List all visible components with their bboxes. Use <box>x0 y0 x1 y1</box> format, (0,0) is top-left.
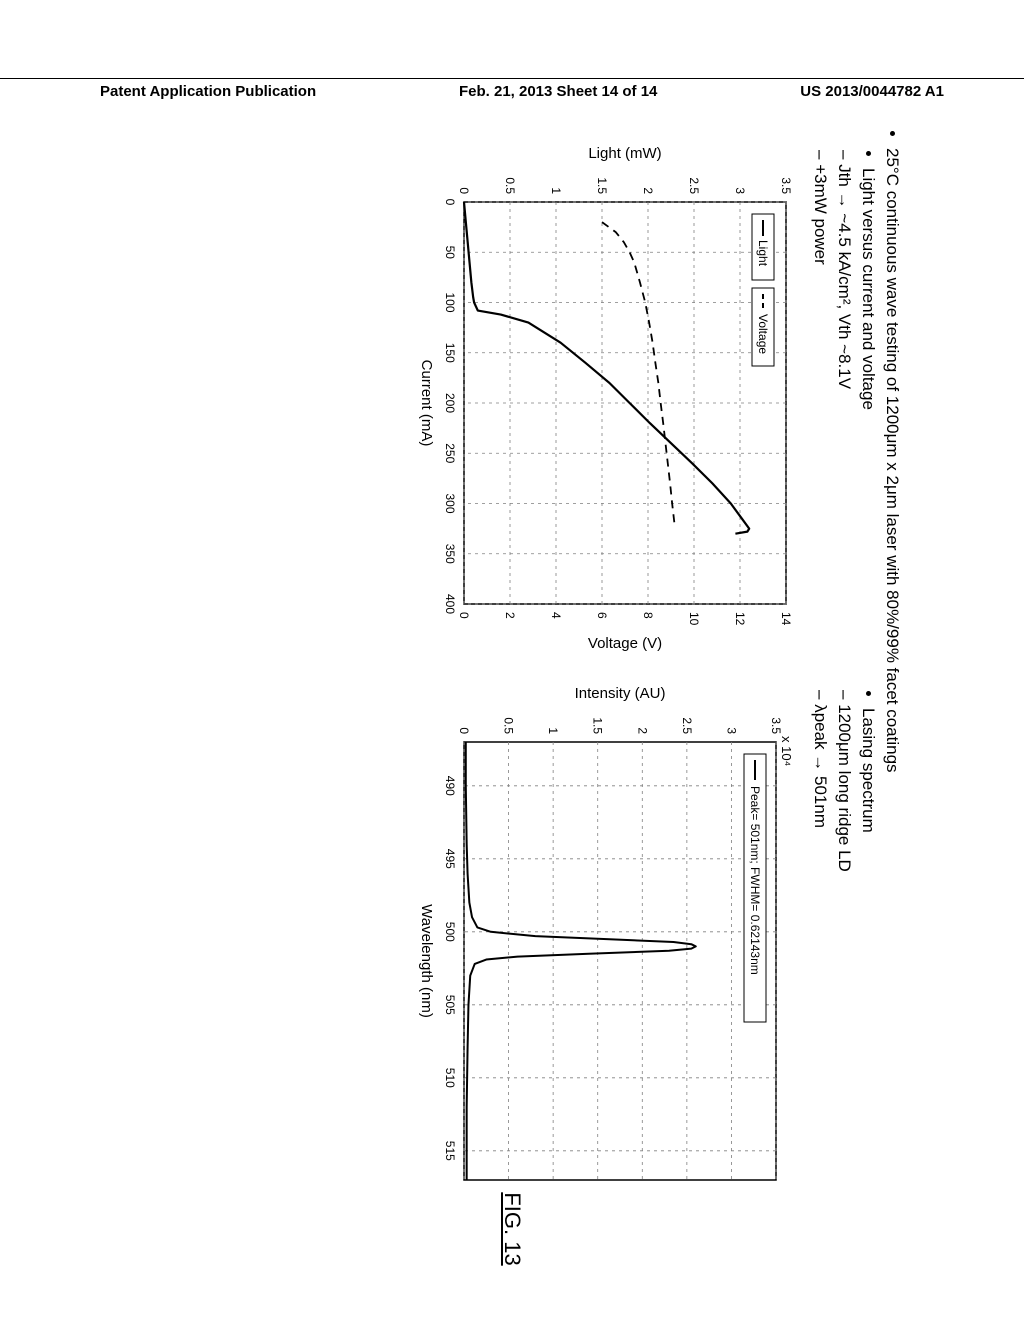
left-column: Light versus current and voltage Jth → ~… <box>403 140 878 660</box>
figure-label: FIG. 13 <box>499 1192 525 1265</box>
svg-text:0.5: 0.5 <box>502 717 516 734</box>
right-heading: Lasing spectrum <box>858 708 878 1200</box>
svg-text:490: 490 <box>443 776 457 796</box>
svg-text:Wavelength (nm): Wavelength (nm) <box>418 904 435 1018</box>
svg-text:150: 150 <box>443 343 457 363</box>
svg-text:515: 515 <box>443 1141 457 1161</box>
header-right: US 2013/0044782 A1 <box>800 83 944 100</box>
svg-text:0.5: 0.5 <box>503 177 517 194</box>
header-center: Feb. 21, 2013 Sheet 14 of 14 <box>459 83 657 100</box>
svg-text:0: 0 <box>457 187 471 194</box>
svg-text:2: 2 <box>641 187 655 194</box>
svg-text:0: 0 <box>443 199 457 206</box>
svg-text:12: 12 <box>733 612 747 626</box>
right-column: Lasing spectrum 1200μm long ridge LD λpe… <box>403 680 878 1200</box>
svg-text:Peak= 501nm; FWHM= 0.62143nm: Peak= 501nm; FWHM= 0.62143nm <box>748 786 762 975</box>
svg-text:Light (mW): Light (mW) <box>588 145 661 162</box>
svg-text:2.5: 2.5 <box>680 717 694 734</box>
svg-text:1.5: 1.5 <box>591 717 605 734</box>
svg-text:3.5: 3.5 <box>779 177 793 194</box>
svg-text:350: 350 <box>443 544 457 564</box>
svg-text:6: 6 <box>595 612 609 619</box>
spectrum-chart: x 10⁴ 490 495 500 505 510 515 0 0.5 1 1.5 2 2.5 3 3.5 W… <box>403 680 798 1200</box>
svg-text:495: 495 <box>443 849 457 869</box>
svg-text:Intensity (AU): Intensity (AU) <box>575 685 666 702</box>
spectrum-chart-svg: x 10⁴ 490 495 500 505 510 515 0 0.5 1 1.5 2 2.5 3 3.5 W… <box>408 680 798 1200</box>
svg-text:Current (mA): Current (mA) <box>418 360 435 447</box>
svg-text:Voltage (V): Voltage (V) <box>588 635 662 652</box>
svg-text:300: 300 <box>443 493 457 513</box>
svg-text:1: 1 <box>546 727 560 734</box>
svg-text:0: 0 <box>457 612 471 619</box>
patent-header: Patent Application Publication Feb. 21, … <box>0 78 1024 100</box>
svg-text:3: 3 <box>724 727 738 734</box>
svg-text:50: 50 <box>443 246 457 260</box>
figure-content: 25°C continuous wave testing of 1200μm x… <box>122 120 902 1220</box>
liv-chart-svg: 05010015020025030035040000.511.522.533.5… <box>408 140 798 660</box>
svg-text:2: 2 <box>503 612 517 619</box>
svg-text:x 10⁴: x 10⁴ <box>779 736 794 766</box>
right-sub-1: λpeak → 501nm <box>810 690 830 1200</box>
right-sub-0: 1200μm long ridge LD <box>834 690 854 1200</box>
svg-text:200: 200 <box>443 393 457 413</box>
svg-text:400: 400 <box>443 594 457 614</box>
svg-text:8: 8 <box>641 612 655 619</box>
svg-text:Voltage: Voltage <box>756 314 770 354</box>
svg-text:510: 510 <box>443 1068 457 1088</box>
left-heading: Light versus current and voltage <box>858 168 878 660</box>
svg-text:250: 250 <box>443 443 457 463</box>
svg-text:3.5: 3.5 <box>769 717 783 734</box>
svg-text:2.5: 2.5 <box>687 177 701 194</box>
svg-text:14: 14 <box>779 612 793 626</box>
slide-title: 25°C continuous wave testing of 1200μm x… <box>882 148 902 1220</box>
svg-text:Light: Light <box>756 240 770 267</box>
svg-text:4: 4 <box>549 612 563 619</box>
svg-text:0: 0 <box>457 727 471 734</box>
svg-text:3: 3 <box>733 187 747 194</box>
svg-text:100: 100 <box>443 292 457 312</box>
left-sub-0: Jth → ~4.5 kA/cm², Vth ~8.1V <box>834 150 854 660</box>
svg-text:2: 2 <box>635 727 649 734</box>
left-sub-1: +3mW power <box>810 150 830 660</box>
svg-text:1: 1 <box>549 187 563 194</box>
svg-text:500: 500 <box>443 922 457 942</box>
svg-text:505: 505 <box>443 995 457 1015</box>
svg-text:10: 10 <box>687 612 701 626</box>
liv-chart: 05010015020025030035040000.511.522.533.5… <box>403 140 798 660</box>
svg-text:1.5: 1.5 <box>595 177 609 194</box>
header-left: Patent Application Publication <box>100 83 316 100</box>
